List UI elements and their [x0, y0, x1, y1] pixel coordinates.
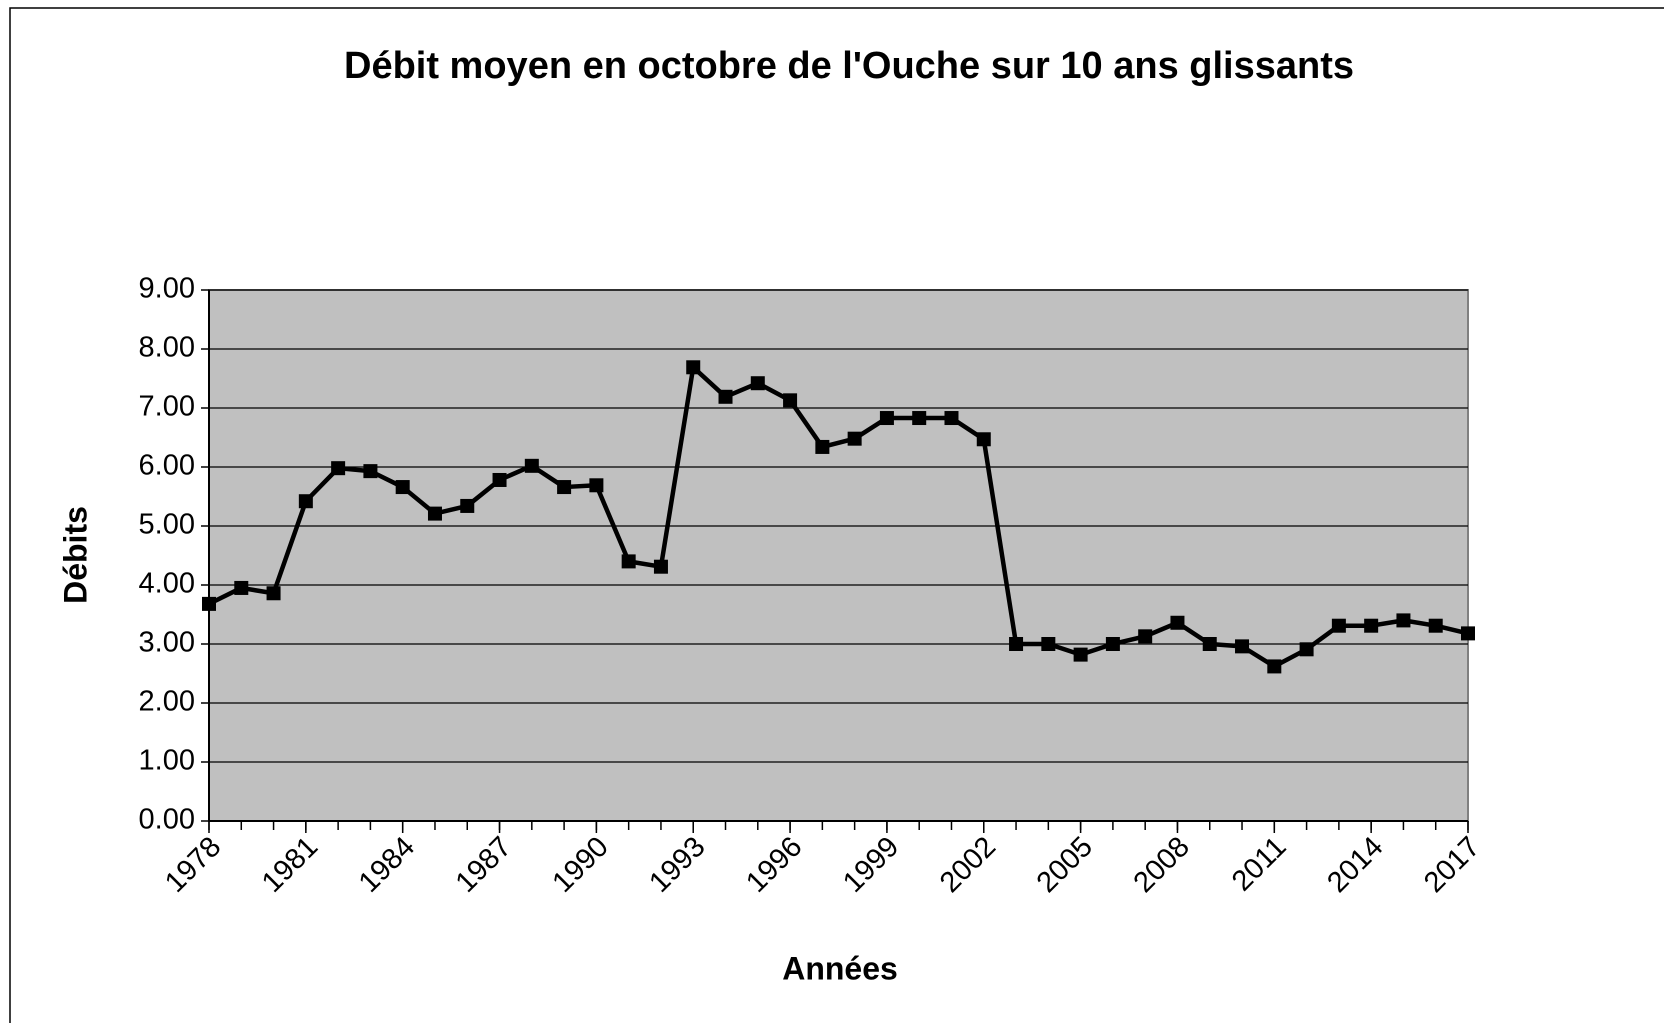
y-tick-label: 5.00: [139, 509, 195, 541]
marker: [1009, 637, 1024, 651]
marker: [847, 431, 862, 446]
marker: [202, 596, 216, 611]
marker: [1105, 637, 1120, 651]
x-tick-label: 1996: [740, 831, 808, 899]
marker: [1299, 642, 1314, 657]
marker: [524, 458, 539, 473]
x-tick-label: 1990: [547, 831, 615, 899]
x-tick-label: 1993: [643, 831, 711, 899]
marker: [621, 554, 636, 569]
y-tick-label: 0.00: [139, 804, 195, 836]
y-tick-label: 6.00: [139, 450, 195, 482]
x-tick-label: 1999: [837, 831, 905, 899]
marker: [1396, 613, 1411, 628]
marker: [653, 559, 668, 574]
marker: [331, 461, 346, 476]
x-tick-label: 1984: [353, 831, 421, 899]
marker: [1202, 637, 1217, 651]
marker: [912, 411, 927, 426]
chart-title: Débit moyen en octobre de l'Ouche sur 10…: [344, 45, 1354, 87]
marker: [1138, 629, 1153, 644]
marker: [1235, 639, 1250, 654]
marker: [395, 480, 410, 495]
marker: [750, 376, 765, 391]
marker: [815, 439, 830, 454]
marker: [298, 494, 313, 509]
marker: [1170, 615, 1185, 630]
marker: [266, 586, 281, 601]
y-tick-label: 2.00: [139, 686, 195, 718]
x-axis-label: Années: [782, 950, 898, 986]
x-tick-label: 1981: [256, 831, 324, 899]
x-tick-label: 2005: [1031, 831, 1099, 899]
marker: [589, 478, 604, 493]
y-axis-label: Débits: [57, 506, 93, 604]
marker: [1331, 618, 1346, 633]
marker: [976, 432, 991, 447]
marker: [944, 411, 959, 426]
y-tick-label: 3.00: [139, 627, 195, 659]
x-tick-label: 1978: [159, 831, 227, 899]
frame: [9, 7, 1664, 1023]
x-tick-label: 2002: [934, 831, 1002, 899]
marker: [1428, 618, 1443, 633]
y-tick-label: 1.00: [139, 745, 195, 777]
marker: [1461, 626, 1475, 641]
marker: [492, 472, 507, 487]
x-tick-label: 2014: [1321, 831, 1389, 899]
x-tick-label: 2011: [1226, 831, 1293, 898]
x-tick-label: 2017: [1418, 831, 1486, 899]
y-tick-label: 7.00: [139, 391, 195, 423]
x-tick-label: 1987: [450, 831, 518, 899]
marker: [879, 411, 894, 426]
marker: [234, 580, 249, 595]
x-tick-label: 2008: [1128, 831, 1196, 899]
y-tick-label: 9.00: [139, 273, 195, 305]
marker: [1364, 618, 1379, 633]
y-tick-label: 4.00: [139, 568, 195, 600]
marker: [460, 498, 475, 513]
plot-area: [208, 289, 1469, 822]
series-line: [208, 365, 1469, 669]
marker: [1267, 659, 1282, 674]
marker: [363, 464, 378, 479]
marker: [427, 506, 442, 521]
marker: [783, 393, 798, 408]
marker: [718, 389, 733, 404]
y-tick-label: 8.00: [139, 332, 195, 364]
marker: [1073, 647, 1088, 662]
marker: [686, 360, 701, 375]
marker: [1041, 637, 1056, 651]
marker: [557, 480, 572, 495]
